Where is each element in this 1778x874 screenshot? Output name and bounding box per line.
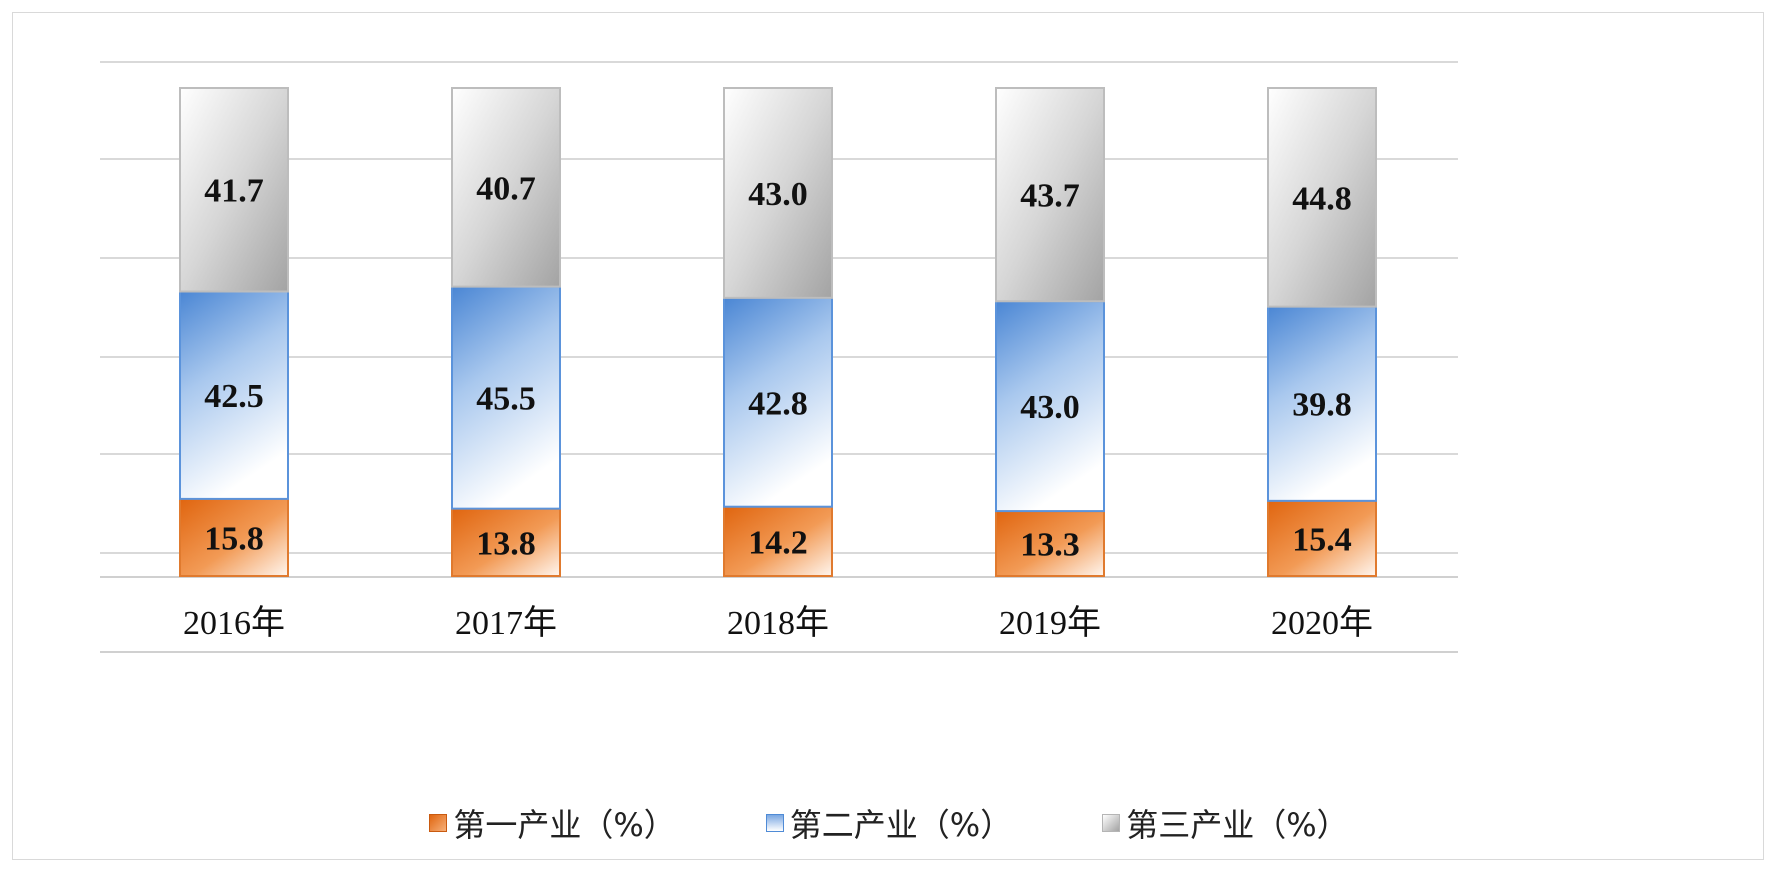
legend-label-secondary: 第二产业（%） (789, 806, 1013, 844)
chart-frame (12, 12, 1764, 860)
legend-item-primary: 第一产业（%） (429, 800, 676, 846)
legend: 第一产业（%） 第二产业（%） 第三产业（%） (0, 798, 1778, 848)
bar-tertiary-1 (451, 87, 561, 288)
bar-tertiary-4 (1267, 87, 1377, 308)
legend-swatch-primary (429, 814, 448, 832)
value-label-tertiary-3: 43.7 (1020, 178, 1080, 215)
value-label-primary-3: 13.3 (1020, 527, 1080, 564)
value-label-tertiary-1: 40.7 (476, 170, 536, 207)
value-label-primary-1: 13.8 (476, 525, 536, 562)
value-label-secondary-0: 42.5 (204, 378, 264, 415)
value-label-secondary-4: 39.8 (1292, 387, 1352, 424)
value-label-primary-2: 14.2 (748, 524, 808, 561)
x-tick-label-3: 2019年 (999, 604, 1101, 642)
value-labels: 15.8 42.5 41.7 13.8 45.5 40.7 14.2 42.8 43.0 13.3… (204, 170, 1352, 563)
value-label-primary-4: 15.4 (1292, 521, 1352, 558)
bars (179, 87, 1377, 578)
bar-tertiary-0 (179, 87, 289, 293)
bar-primary-0 (179, 497, 289, 577)
legend-label-primary: 第一产业（%） (453, 806, 676, 844)
bar-primary-2 (723, 505, 833, 578)
legend-swatch-tertiary (1102, 814, 1121, 832)
legend-label-tertiary: 第三产业（%） (1126, 806, 1349, 844)
bar-secondary-3 (995, 300, 1105, 513)
x-axis-labels: 2016年 2017年 2018年 2019年 2020年 (183, 604, 1373, 642)
legend-item-tertiary: 第三产业（%） (1102, 800, 1349, 846)
value-label-primary-0: 15.8 (204, 520, 264, 557)
bar-secondary-2 (723, 296, 833, 508)
bar-tertiary-2 (723, 87, 833, 299)
x-tick-label-2: 2018年 (727, 604, 829, 642)
value-label-secondary-1: 45.5 (476, 381, 536, 418)
bar-secondary-0 (179, 290, 289, 500)
value-label-tertiary-0: 41.7 (204, 173, 264, 210)
x-tick-label-0: 2016年 (183, 604, 285, 642)
x-tick-label-4: 2020年 (1271, 604, 1373, 642)
value-label-tertiary-4: 44.8 (1292, 180, 1352, 217)
bar-primary-1 (451, 507, 561, 578)
x-tick-label-1: 2017年 (455, 604, 557, 642)
value-label-secondary-3: 43.0 (1020, 389, 1080, 426)
value-label-secondary-2: 42.8 (748, 385, 808, 422)
value-label-tertiary-2: 43.0 (748, 176, 808, 213)
legend-swatch-secondary (765, 814, 784, 832)
bar-tertiary-3 (995, 87, 1105, 303)
legend-item-secondary: 第二产业（%） (765, 800, 1013, 846)
bar-primary-3 (995, 510, 1105, 578)
